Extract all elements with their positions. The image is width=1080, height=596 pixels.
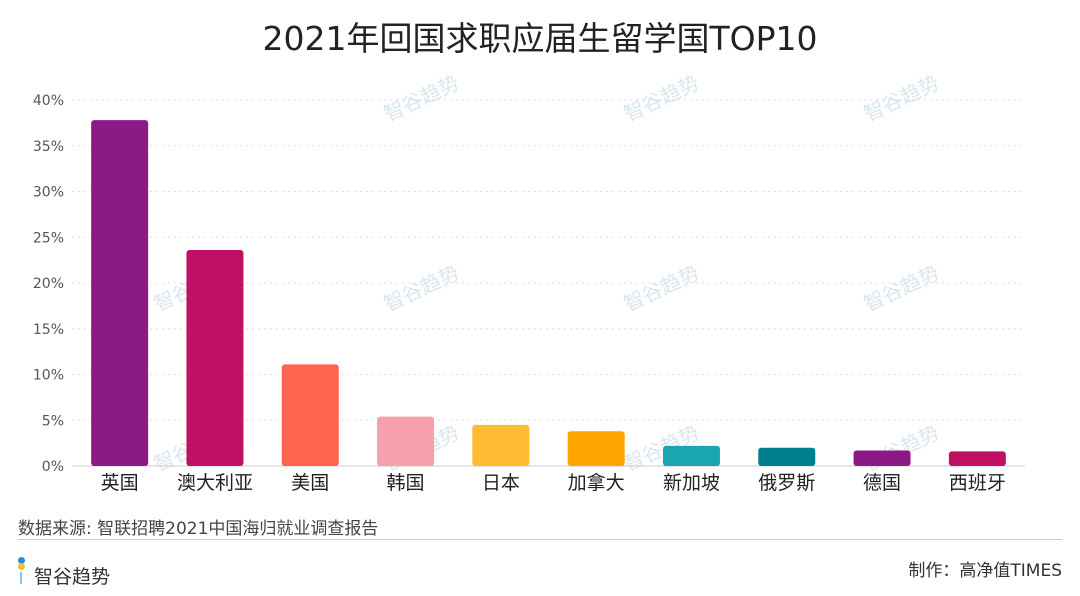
x-tick-label: 德国 [863,472,901,494]
bar-6 [567,431,625,466]
y-tick-label: 0% [42,459,64,475]
x-tick-label: 美国 [291,472,329,494]
y-tick-label: 35% [33,139,64,155]
bar-3 [281,364,339,466]
bar-4 [377,416,435,466]
y-tick-label: 40% [33,93,64,109]
watermark: 智谷趋势 [860,71,943,127]
y-tick-label: 25% [33,230,64,246]
chart-title: 2021年回国求职应届生留学国TOP10 [262,19,818,58]
x-tick-label: 韩国 [387,472,425,494]
bar-8 [758,447,816,466]
y-tick-label: 15% [33,322,64,338]
bar-9 [853,450,911,466]
data-source: 数据来源: 智联招聘2021中国海归就业调查报告 [18,519,379,539]
logo: 智谷趋势 [18,552,110,589]
watermark: 智谷趋势 [620,261,703,317]
x-tick-label: 俄罗斯 [758,472,815,494]
watermark: 智谷趋势 [380,71,463,127]
y-tick-label: 30% [33,185,64,201]
y-tick-label: 20% [33,276,64,292]
watermark: 智谷趋势 [620,71,703,127]
x-tick-label: 加拿大 [568,471,625,494]
bar-7 [662,445,720,466]
watermark: 智谷趋势 [860,421,943,477]
y-tick-label: 5% [42,413,64,429]
bar-chart: 智谷趋势智谷趋势智谷趋势智谷趋势智谷趋势智谷趋势智谷趋势智谷趋势智谷趋势智谷趋势… [33,71,1025,494]
logo-icon [18,556,26,585]
x-tick-label: 澳大利亚 [177,472,253,494]
x-tick-label: 新加坡 [663,472,720,494]
watermark: 智谷趋势 [380,261,463,317]
credit: 制作：高净值TIMES [908,561,1062,581]
bar-10 [948,451,1006,466]
x-tick-label: 英国 [101,472,139,494]
x-tick-label: 日本 [482,472,520,494]
y-tick-label: 10% [33,368,64,384]
logo-text: 智谷趋势 [34,566,111,588]
x-tick-label: 西班牙 [949,472,1006,494]
bar-5 [472,424,530,466]
watermark: 智谷趋势 [860,261,943,317]
bar-2 [186,250,244,466]
divider [18,539,1062,540]
bar-1 [91,120,149,466]
